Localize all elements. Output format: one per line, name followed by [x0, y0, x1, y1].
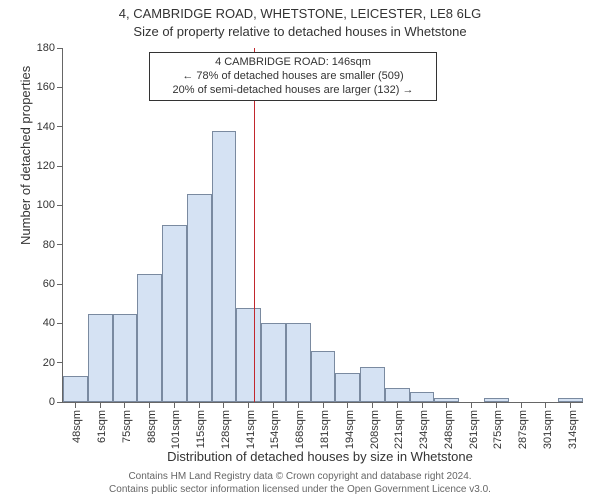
- bar: [63, 376, 88, 402]
- title-line-1: 4, CAMBRIDGE ROAD, WHETSTONE, LEICESTER,…: [0, 6, 600, 21]
- bar: [335, 373, 360, 403]
- bar: [113, 314, 138, 403]
- y-tick: [57, 87, 63, 88]
- annotation-line: 20% of semi-detached houses are larger (…: [156, 84, 430, 98]
- chart-container: 4, CAMBRIDGE ROAD, WHETSTONE, LEICESTER,…: [0, 0, 600, 500]
- y-tick-label: 60: [25, 278, 55, 290]
- y-tick: [57, 362, 63, 363]
- plot-area: 02040608010012014016018048sqm61sqm75sqm8…: [62, 48, 583, 403]
- bar: [261, 323, 286, 402]
- bar: [311, 351, 336, 402]
- y-tick: [57, 244, 63, 245]
- y-tick: [57, 126, 63, 127]
- y-tick: [57, 323, 63, 324]
- bar: [286, 323, 311, 402]
- y-tick-label: 140: [25, 121, 55, 133]
- bar: [88, 314, 113, 403]
- y-tick-label: 160: [25, 81, 55, 93]
- annotation-line: 4 CAMBRIDGE ROAD: 146sqm: [156, 56, 430, 70]
- bar: [236, 308, 261, 402]
- y-tick-label: 20: [25, 357, 55, 369]
- bar: [187, 194, 212, 402]
- title-line-2: Size of property relative to detached ho…: [0, 24, 600, 39]
- bar: [162, 225, 187, 402]
- bar: [137, 274, 162, 402]
- y-tick: [57, 205, 63, 206]
- y-tick-label: 120: [25, 160, 55, 172]
- footer-line-1: Contains HM Land Registry data © Crown c…: [0, 471, 600, 482]
- y-tick-label: 100: [25, 199, 55, 211]
- y-tick: [57, 166, 63, 167]
- x-axis-label: Distribution of detached houses by size …: [60, 449, 580, 464]
- y-tick-label: 180: [25, 42, 55, 54]
- y-tick-label: 0: [25, 396, 55, 408]
- annotation-line: ← 78% of detached houses are smaller (50…: [156, 70, 430, 84]
- bar: [360, 367, 385, 402]
- annotation-box: 4 CAMBRIDGE ROAD: 146sqm← 78% of detache…: [149, 52, 437, 101]
- bar: [212, 131, 237, 402]
- footer-line-2: Contains public sector information licen…: [0, 484, 600, 495]
- y-tick: [57, 284, 63, 285]
- y-tick: [57, 402, 63, 403]
- bar: [410, 392, 435, 402]
- y-tick-label: 40: [25, 317, 55, 329]
- y-tick-label: 80: [25, 239, 55, 251]
- bar: [385, 388, 410, 402]
- y-tick: [57, 48, 63, 49]
